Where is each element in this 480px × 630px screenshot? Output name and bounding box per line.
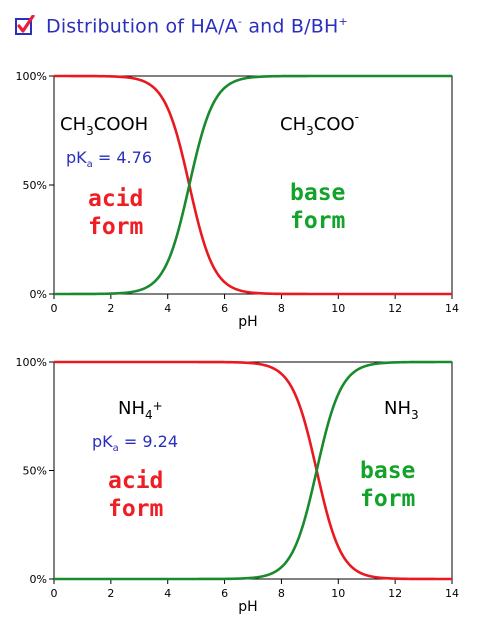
y-tick-label: 0% — [30, 288, 47, 301]
pka-label: pKa = 9.24 — [92, 432, 178, 454]
x-tick-label: 0 — [51, 587, 58, 600]
base-species-label: CH3COO- — [280, 110, 359, 138]
x-tick-label: 10 — [331, 587, 345, 600]
x-tick-label: 0 — [51, 302, 58, 315]
x-tick-label: 12 — [388, 302, 402, 315]
series-line-acid — [54, 74, 452, 296]
base-form-label: base form — [360, 458, 415, 512]
acid-form-label: acid form — [108, 468, 163, 522]
title-sup-plus: + — [338, 14, 348, 28]
chart-1: 0 2 4 6 8 10 12 14 0% 50% 100% pH CH3COOH CH3COO-pKa … — [16, 70, 459, 330]
page-title: Distribution of HA/A- and B/BH+ — [46, 15, 348, 37]
title-text-main: Distribution of HA/A — [46, 15, 238, 38]
x-tick-label: 4 — [164, 302, 171, 315]
x-tick-label: 4 — [164, 587, 171, 600]
title-text-mid: and B/BH — [242, 15, 339, 38]
y-tick-label: 100% — [16, 70, 47, 83]
x-tick-label: 10 — [331, 302, 345, 315]
pka-label: pKa = 4.76 — [66, 148, 152, 170]
x-tick-label: 8 — [278, 587, 285, 600]
x-axis-label: pH — [238, 599, 257, 615]
base-species-label: NH3 — [384, 398, 419, 422]
x-tick-label: 2 — [107, 587, 114, 600]
x-axis-label: pH — [238, 314, 257, 330]
y-tick-label: 50% — [23, 465, 47, 478]
title-sup-minus: - — [237, 14, 243, 28]
x-tick-label: 14 — [445, 587, 459, 600]
acid-form-label: acid form — [88, 186, 143, 240]
y-tick-label: 100% — [16, 356, 47, 369]
x-tick-label: 8 — [278, 302, 285, 315]
plot-frame — [53, 75, 453, 295]
x-tick-label: 12 — [388, 587, 402, 600]
header: Distribution of HA/A- and B/BH+ — [14, 10, 348, 42]
acid-species-label: NH4+ — [118, 398, 163, 422]
series-line-acid — [54, 360, 452, 581]
acid-species-label: CH3COOH — [60, 114, 148, 138]
y-tick-label: 50% — [23, 179, 47, 192]
series-line-base — [54, 74, 452, 296]
x-tick-label: 6 — [221, 302, 228, 315]
x-tick-label: 6 — [221, 587, 228, 600]
chart-2: 0 2 4 6 8 10 12 14 0% 50% 100% pH NH4+ NH3 pKa = 9.24 a… — [16, 356, 459, 615]
series-line-base — [54, 360, 452, 581]
x-tick-label: 2 — [107, 302, 114, 315]
y-tick-label: 0% — [30, 573, 47, 586]
x-tick-label: 14 — [445, 302, 459, 315]
checkbox-icon[interactable] — [14, 14, 36, 37]
base-form-label: base form — [290, 180, 345, 234]
